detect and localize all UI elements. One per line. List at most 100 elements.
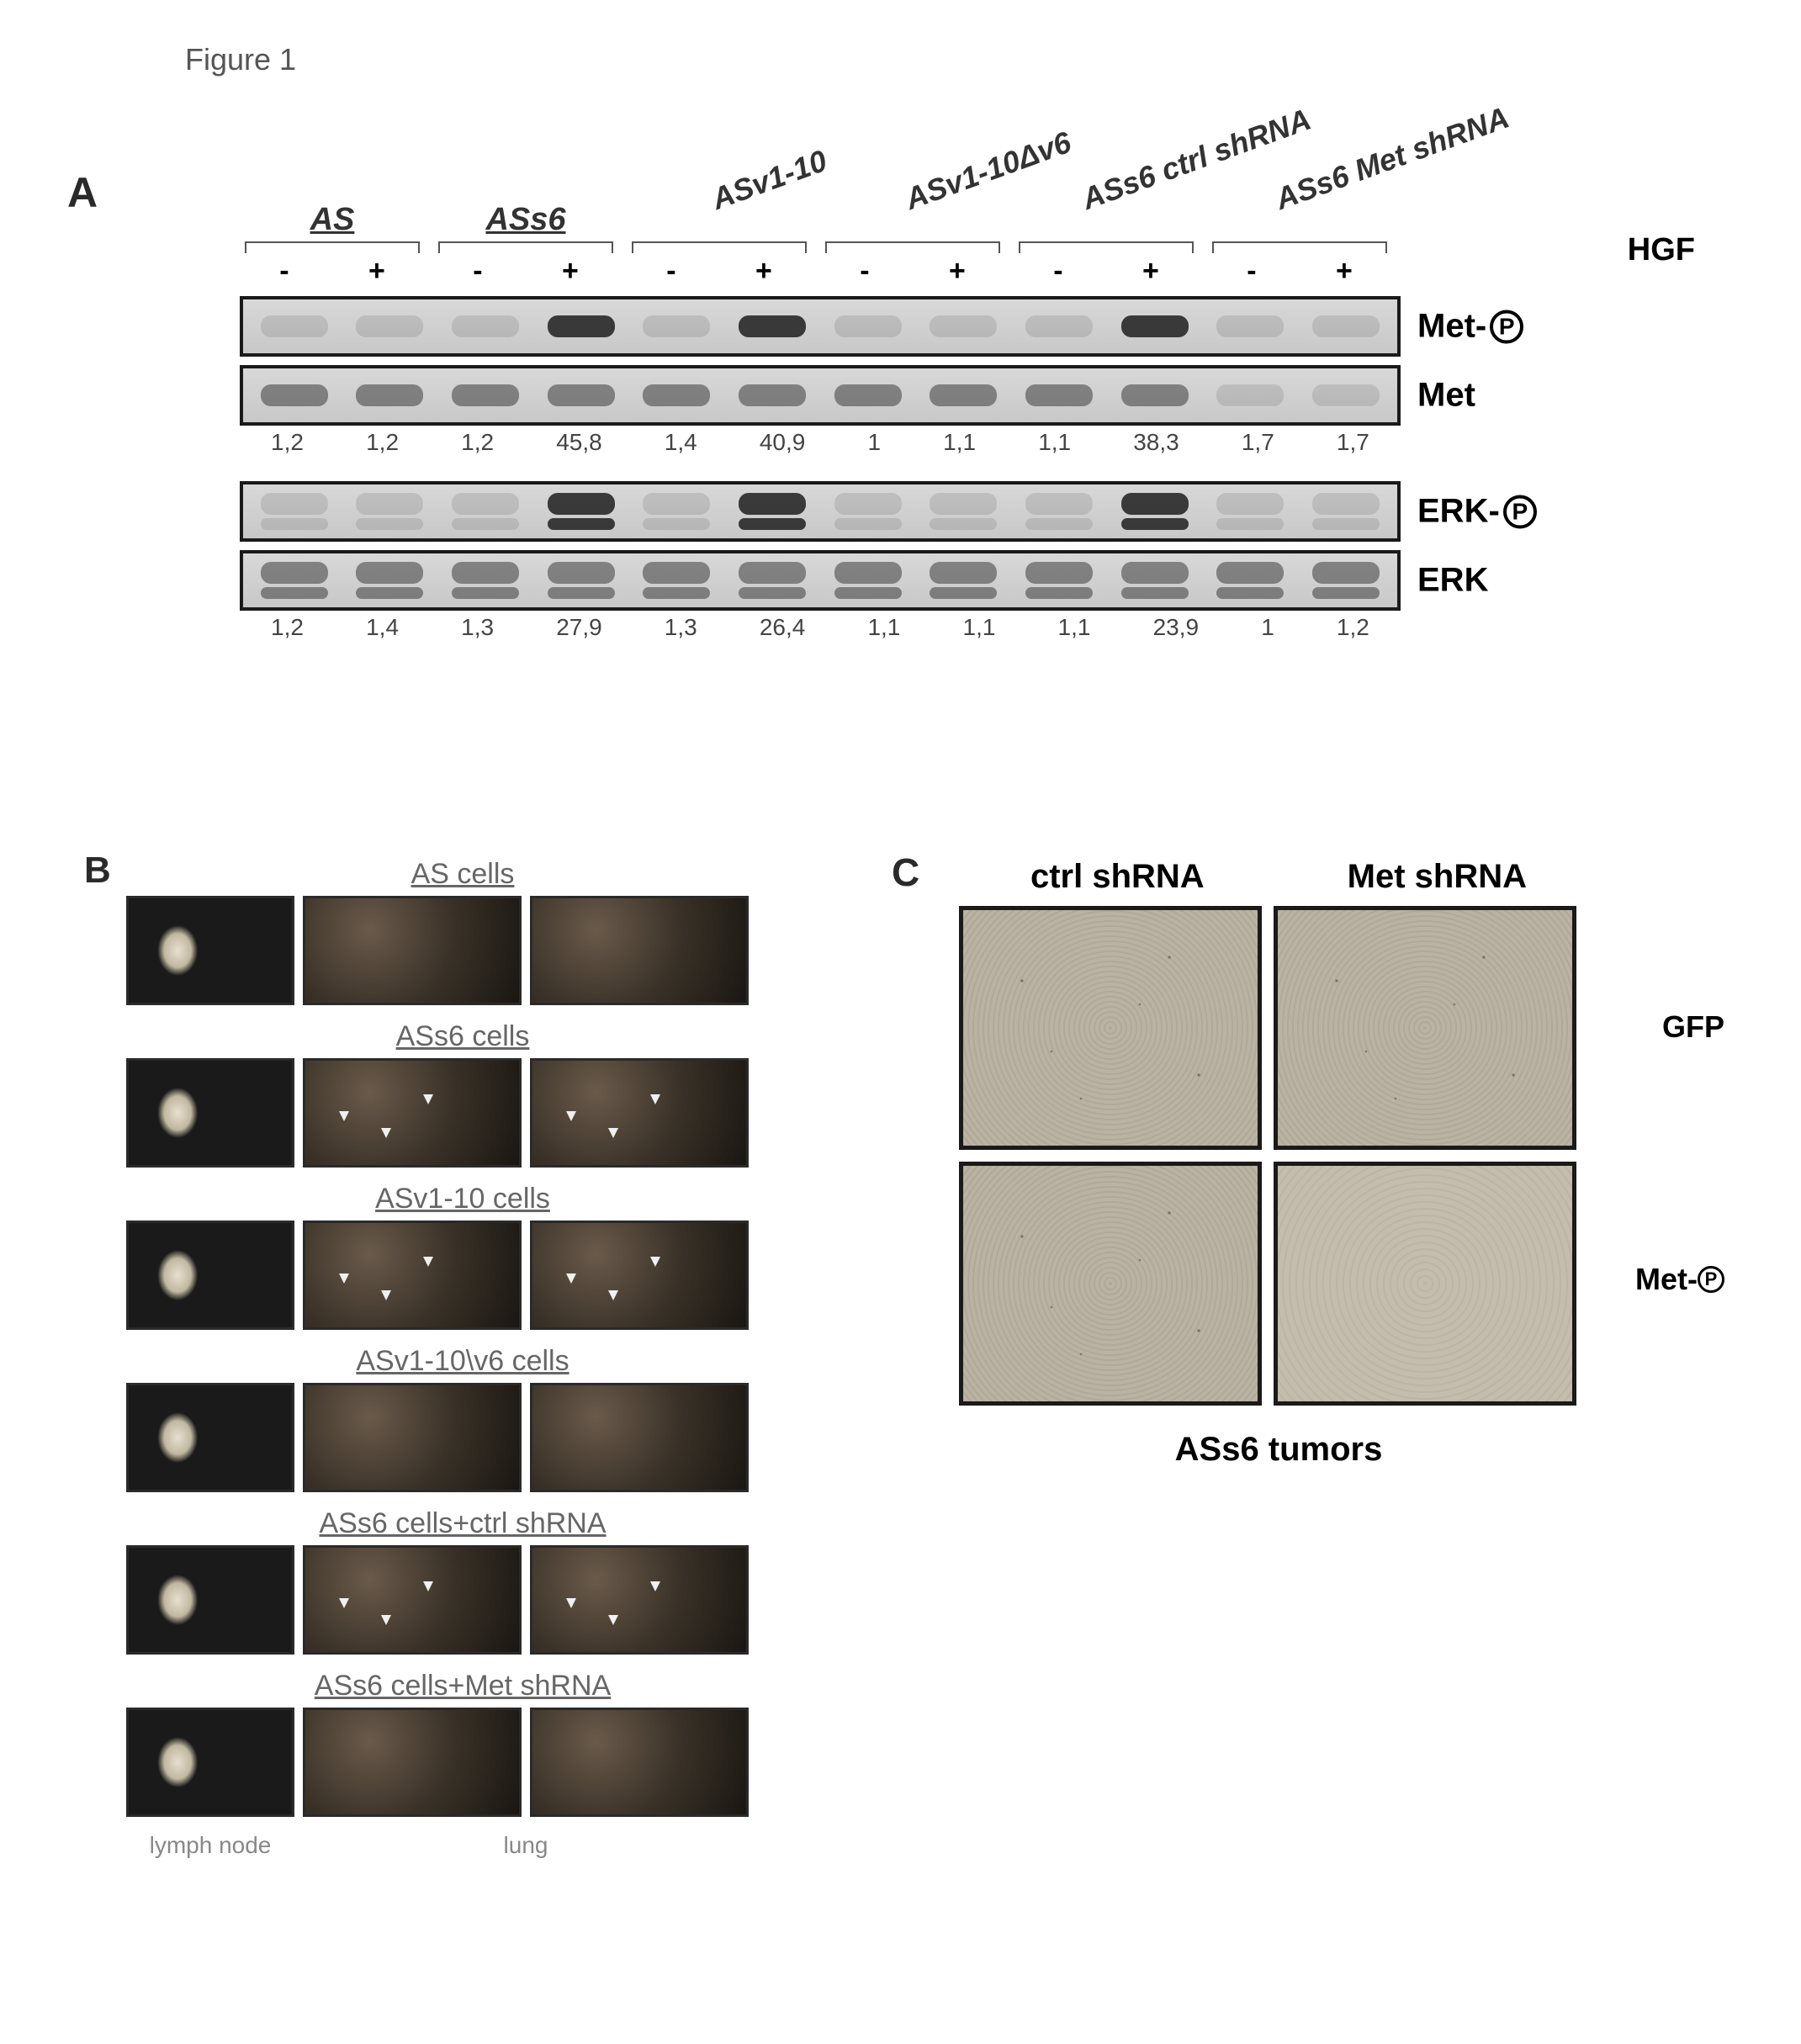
arrowhead-icon — [566, 1274, 576, 1284]
blot-label: Met-P — [1417, 308, 1523, 346]
histology-image — [1274, 906, 1576, 1150]
blot-erk-p: ERK-P — [240, 481, 1401, 542]
band — [356, 562, 423, 584]
band — [1312, 384, 1380, 406]
band — [1312, 493, 1380, 515]
arrowhead-icon — [423, 1257, 433, 1267]
lane-group-label: AS — [240, 202, 425, 238]
panel-b-axis: lymph node lung — [126, 1832, 883, 1859]
bracket — [438, 241, 613, 253]
band — [548, 493, 615, 515]
quant-value: 1,1 — [1058, 614, 1091, 641]
band — [548, 315, 615, 337]
quant-value: 1,3 — [665, 614, 697, 641]
quant-value: 1,4 — [665, 429, 697, 456]
quant-value: 1,1 — [943, 429, 976, 456]
panel-c-caption: ASs6 tumors — [959, 1431, 1598, 1469]
band — [1025, 315, 1093, 337]
lung-image — [530, 1383, 749, 1492]
blot-met-p: Met-P — [240, 296, 1401, 357]
blot-erk: ERK — [240, 550, 1401, 611]
quant-value: 23,9 — [1153, 614, 1200, 641]
pb-row-label: ASs6 cells+ctrl shRNA — [193, 1507, 732, 1540]
quant-value: 1,4 — [366, 614, 399, 641]
blot-label: Met — [1417, 377, 1475, 415]
band — [356, 315, 423, 337]
band — [1121, 384, 1189, 406]
lung-image — [530, 1221, 749, 1330]
quant-value: 1 — [1261, 614, 1274, 641]
arrowhead-icon — [566, 1111, 576, 1121]
lymph-node-image — [126, 1221, 294, 1330]
hgf-sign: - — [860, 255, 869, 288]
band — [834, 562, 902, 584]
lymph-node-image — [126, 1708, 294, 1817]
panel-a-letter: A — [67, 168, 98, 217]
lane-group: ASs6 -+ — [433, 202, 618, 288]
pb-row-label: ASs6 cells — [193, 1020, 732, 1053]
band — [930, 562, 997, 584]
band — [930, 384, 997, 406]
band — [548, 562, 615, 584]
panel-b-row: ASv1-10 cells — [126, 1183, 883, 1330]
band — [643, 315, 710, 337]
lung-image — [303, 1708, 522, 1817]
band — [1121, 315, 1189, 337]
band — [643, 384, 710, 406]
band — [452, 315, 519, 337]
panel-c-letter: C — [892, 850, 919, 895]
hgf-sign: - — [473, 255, 482, 288]
panel-b-row: ASs6 cells+Met shRNA — [126, 1670, 883, 1817]
lymph-node-image — [126, 1058, 294, 1168]
band — [1025, 493, 1093, 515]
hgf-sign: - — [666, 255, 675, 288]
arrowhead-icon — [339, 1598, 349, 1608]
arrowhead-icon — [339, 1111, 349, 1121]
lymph-node-image — [126, 896, 294, 1005]
panel-c: ctrl shRNA Met shRNA GFP Met-P ASs6 tumo… — [942, 858, 1716, 1469]
lung-image — [303, 896, 522, 1005]
arrowhead-icon — [423, 1581, 433, 1591]
panel-a: ASv1-10 ASv1-10Δv6 ASs6 ctrl shRNA ASs6 … — [164, 84, 1594, 641]
quant-value: 1,2 — [271, 429, 304, 456]
panel-b-letter: B — [84, 850, 111, 892]
hgf-sign: + — [368, 255, 385, 288]
quant-value: 1,7 — [1337, 429, 1369, 456]
pb-row-label: ASs6 cells+Met shRNA — [193, 1670, 732, 1702]
band — [739, 315, 806, 337]
figure-caption: Figure 1 — [185, 42, 296, 77]
arrowhead-icon — [381, 1290, 391, 1300]
quant-value: 38,3 — [1133, 429, 1179, 456]
band — [261, 562, 328, 584]
pc-col-header: Met shRNA — [1348, 858, 1527, 896]
panel-c-grid — [959, 906, 1716, 1406]
arrowhead-icon — [650, 1581, 660, 1591]
lymph-node-image — [126, 1545, 294, 1655]
hgf-sign: + — [755, 255, 772, 288]
band — [834, 384, 902, 406]
bracket — [245, 241, 420, 253]
band — [643, 493, 710, 515]
band — [261, 493, 328, 515]
band — [1312, 315, 1380, 337]
band — [1216, 384, 1284, 406]
band — [930, 315, 997, 337]
quant-row-erk: 1,21,41,327,91,326,41,11,11,123,911,2 — [240, 614, 1401, 641]
hgf-sign: + — [562, 255, 579, 288]
blot-label: ERK — [1417, 562, 1488, 600]
lung-image — [303, 1221, 522, 1330]
quant-value: 27,9 — [556, 614, 602, 641]
arrowhead-icon — [339, 1274, 349, 1284]
hgf-sign: + — [1336, 255, 1353, 288]
band — [643, 562, 710, 584]
lung-image — [530, 1708, 749, 1817]
band — [1216, 315, 1284, 337]
pb-row-label: AS cells — [193, 858, 732, 891]
arrowhead-icon — [608, 1615, 618, 1625]
histology-image — [959, 1162, 1262, 1406]
hgf-sign: - — [1247, 255, 1256, 288]
histology-image — [959, 906, 1262, 1150]
quant-value: 1,2 — [461, 429, 494, 456]
hgf-sign: + — [1142, 255, 1159, 288]
band — [834, 315, 902, 337]
